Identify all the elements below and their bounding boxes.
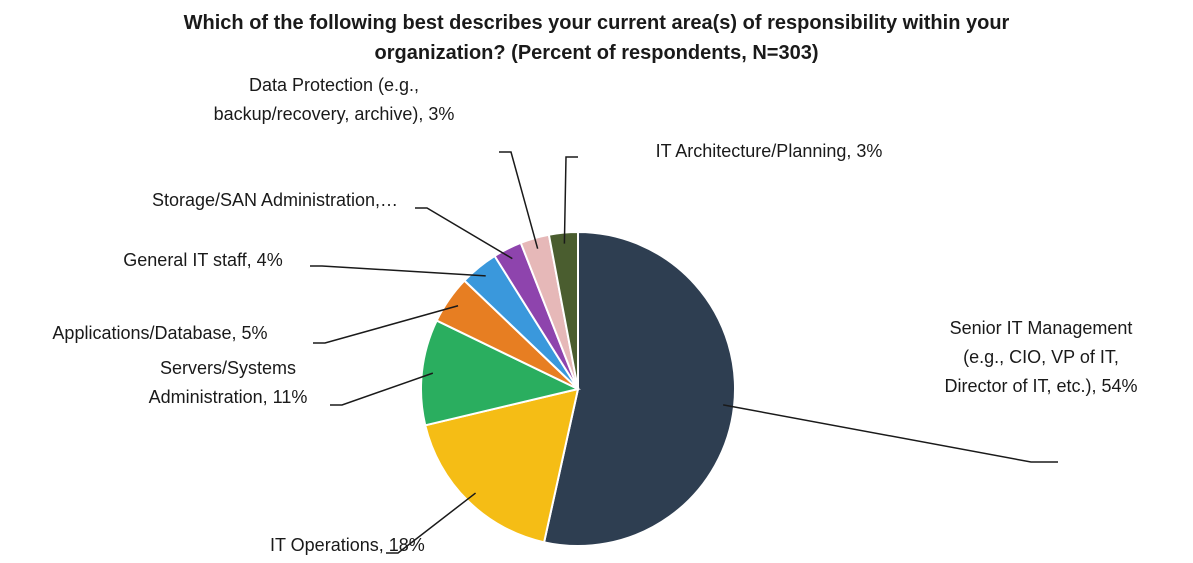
pie-slice-it-architecture-planning: [547, 230, 579, 390]
slice-label-storage-san-administration: Storage/SAN Administration,…: [152, 190, 398, 210]
chart-title-line-2: organization? (Percent of respondents, N…: [374, 42, 819, 64]
slice-label-it-architecture-planning: IT Architecture/Planning, 3%: [656, 141, 883, 161]
slice-label-line: backup/recovery, archive), 3%: [214, 104, 455, 124]
slice-label-line: Director of IT, etc.), 54%: [944, 376, 1137, 396]
slice-label-servers-systems-administration: Servers/Systems Administration, 11%: [149, 358, 308, 407]
slice-label-senior-it-management-e-g-cio-vp-of-it-director-of-it-etc: Senior IT Management (e.g., CIO, VP of IT…: [944, 318, 1137, 396]
leader-line-it-operations: [386, 492, 477, 554]
slice-label-it-operations: IT Operations, 18%: [270, 535, 425, 555]
leader-line-senior-it-management-e-g-cio-vp-of-it-director-of-it-etc: [723, 404, 1058, 463]
chart-title: Which of the following best describes yo…: [0, 8, 1193, 68]
slice-label-line: Data Protection (e.g.,: [249, 75, 419, 95]
slice-label-line: Servers/Systems: [160, 358, 296, 378]
slice-label-applications-database: Applications/Database, 5%: [52, 323, 267, 343]
slice-labels: Senior IT Management (e.g., CIO, VP of IT…: [52, 75, 1137, 555]
slice-label-line: Senior IT Management: [950, 318, 1133, 338]
leader-line-servers-systems-administration: [330, 372, 434, 406]
leader-line-storage-san-administration: [415, 207, 513, 260]
slice-label-line: IT Operations, 18%: [270, 535, 425, 555]
slice-label-line: General IT staff, 4%: [123, 250, 282, 270]
slice-label-line: Applications/Database, 5%: [52, 323, 267, 343]
leader-line-applications-database: [313, 305, 459, 344]
leader-line-data-protection-e-g-backup-recovery-archive: [499, 151, 539, 249]
leader-line-it-architecture-planning: [563, 156, 578, 244]
pie-slice-senior-it-management-e-g-cio-vp-of-it-director-of-it-etc: [542, 230, 736, 547]
leader-lines: [310, 151, 1058, 554]
chart-title-line-1: Which of the following best describes yo…: [183, 12, 1010, 34]
slice-label-line: IT Architecture/Planning, 3%: [656, 141, 883, 161]
slice-label-line: (e.g., CIO, VP of IT,: [963, 347, 1119, 367]
leader-line-general-it-staff: [310, 265, 486, 277]
pie-slice-servers-systems-administration: [420, 319, 581, 427]
slice-label-data-protection-e-g-backup-recovery-archive: Data Protection (e.g., backup/recovery, a…: [214, 75, 455, 124]
slice-label-general-it-staff: General IT staff, 4%: [123, 250, 282, 270]
slice-label-line: Administration, 11%: [149, 387, 308, 407]
pie-slices: [420, 230, 736, 547]
slice-label-line: Storage/SAN Administration,…: [152, 190, 398, 210]
pie-slice-it-operations: [424, 387, 580, 544]
